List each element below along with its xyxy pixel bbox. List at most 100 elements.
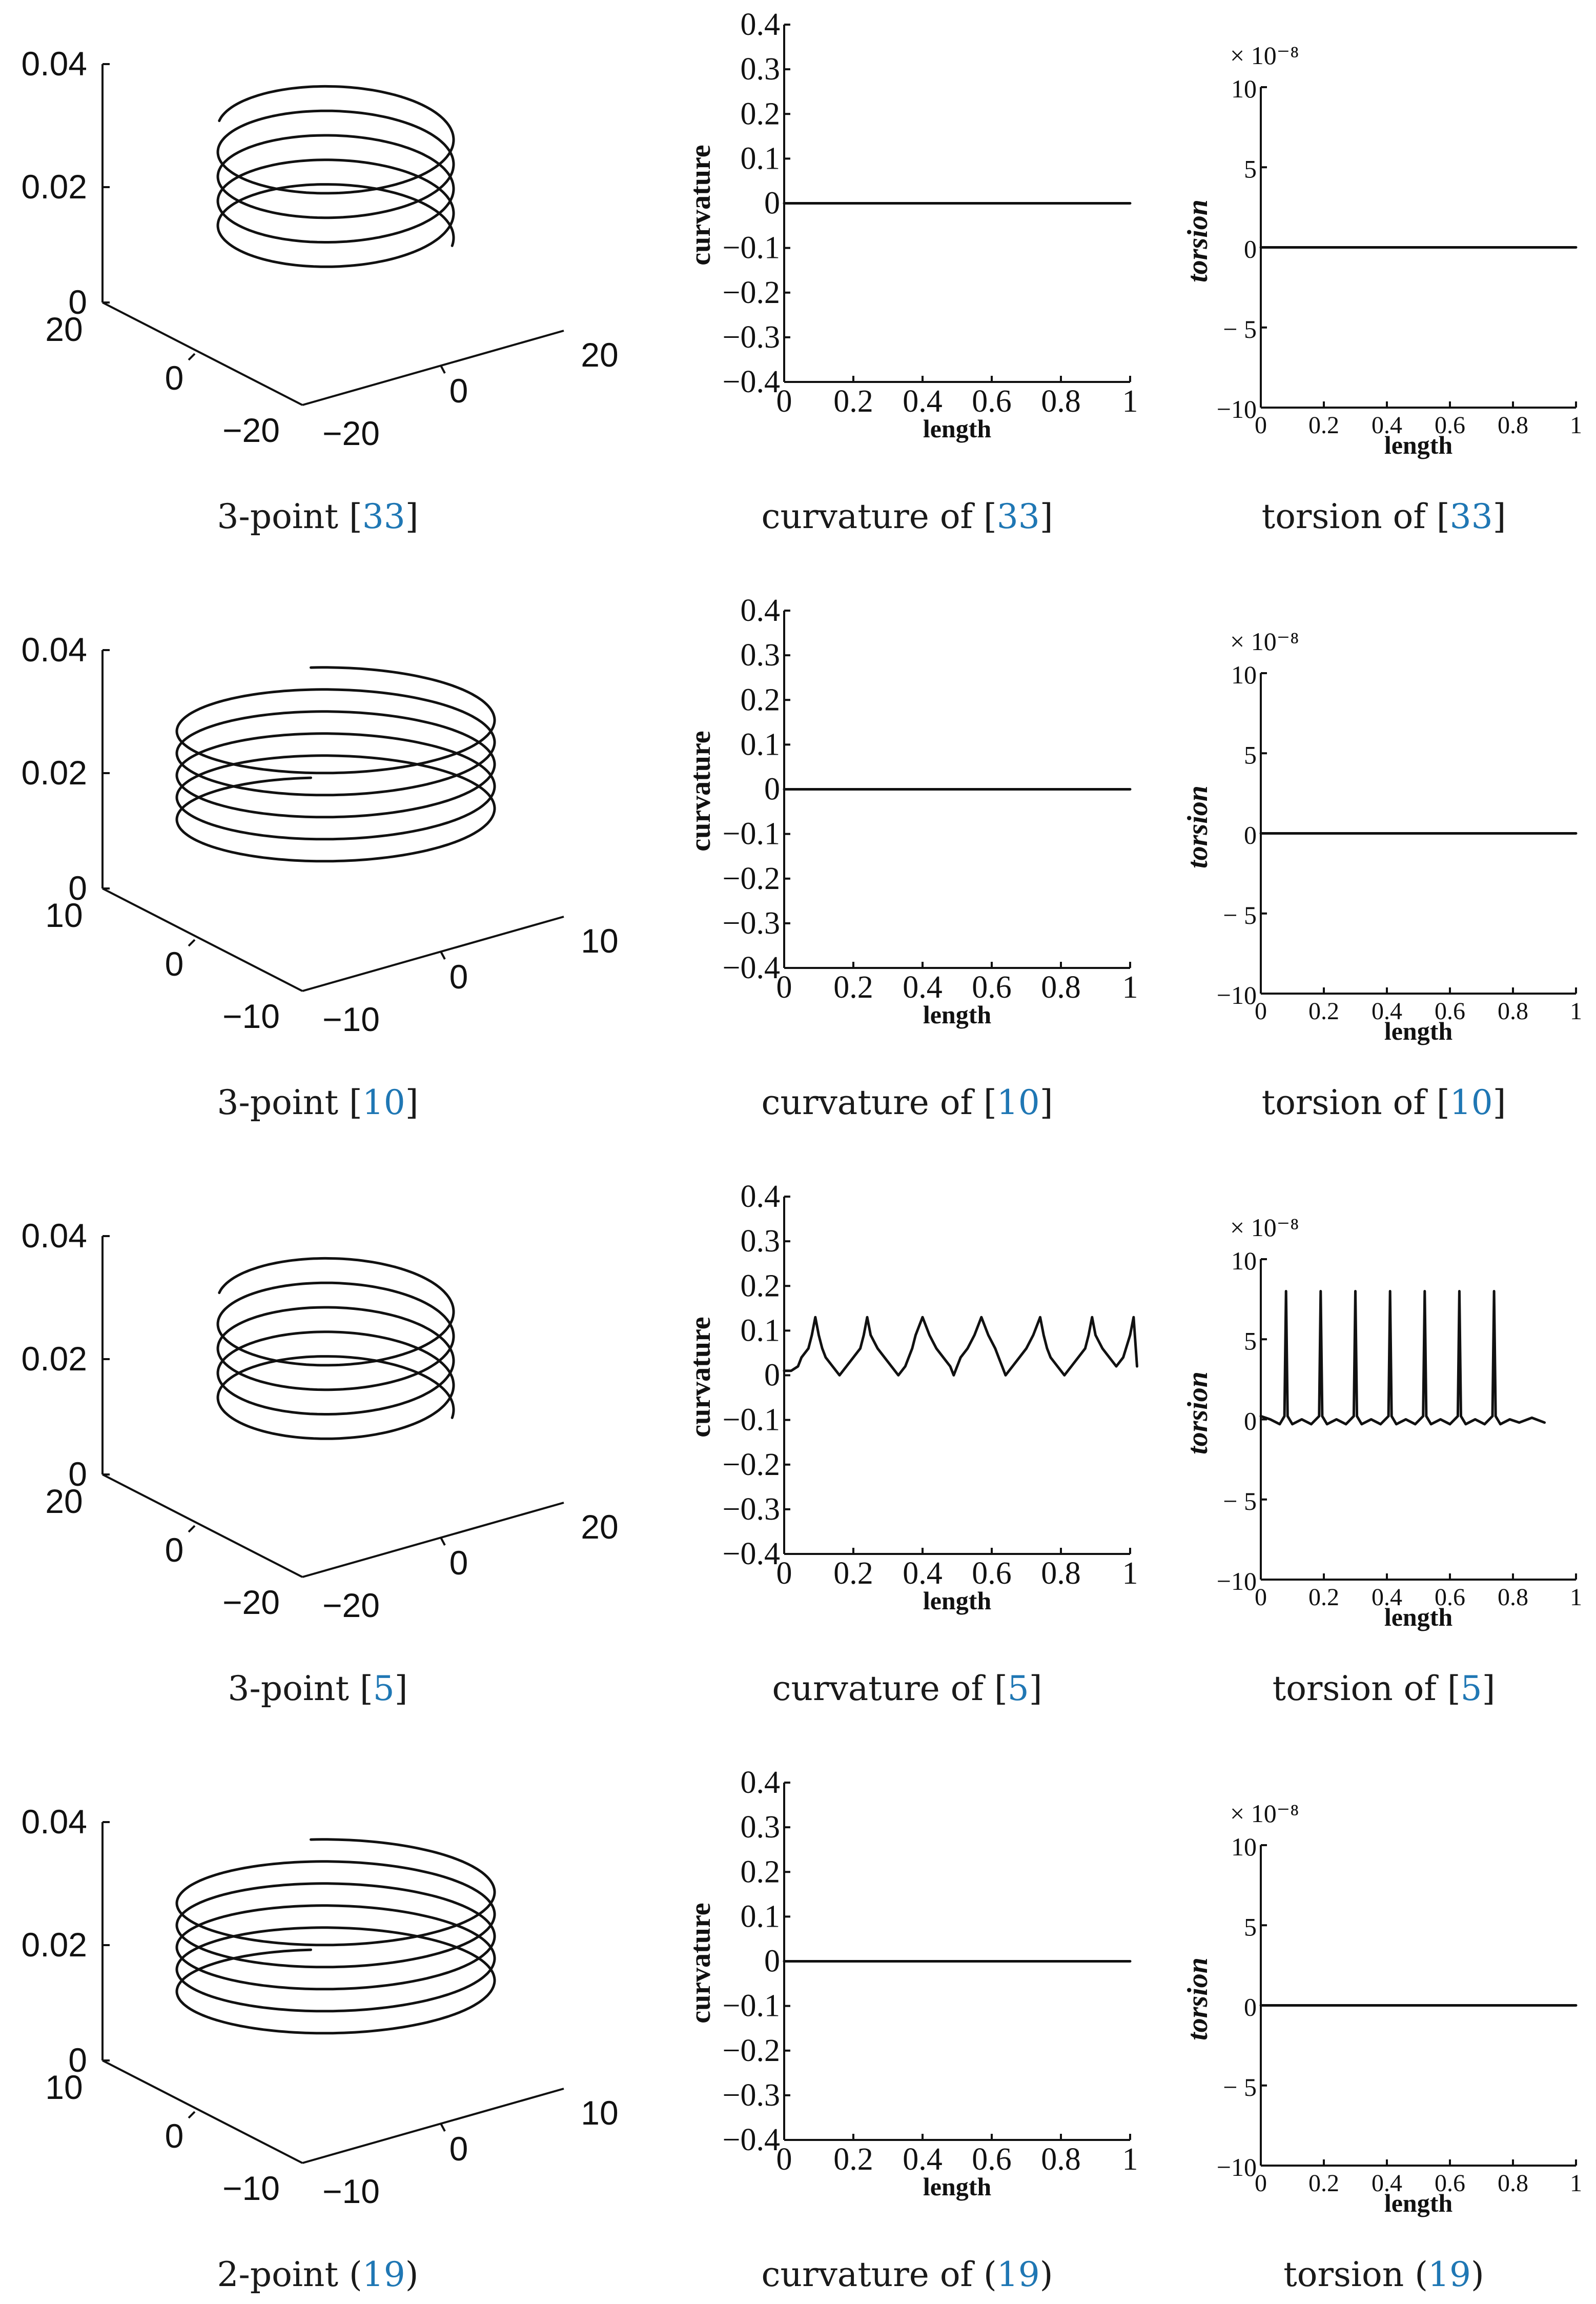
- x-tick: [188, 353, 196, 361]
- x-axis-label: length: [923, 1586, 992, 1615]
- y-tick-label: 0.4: [741, 7, 781, 42]
- y-tick-label: 0.2: [741, 96, 781, 131]
- y-tick-label: 20: [581, 1508, 618, 1546]
- caption-text-end: ]: [1493, 1083, 1506, 1122]
- y-tick-label: −0.2: [723, 861, 780, 896]
- x-tick-label: 0.2: [1308, 2170, 1339, 2197]
- y-tick-label: −0.1: [723, 231, 780, 266]
- helix-curve: [216, 85, 455, 268]
- caption-reference-link[interactable]: 33: [997, 497, 1040, 536]
- figure-caption: curvature of [5]: [772, 1669, 1042, 1708]
- x-tick: [188, 2111, 196, 2119]
- x-tick-label: 0.8: [1498, 2170, 1528, 2197]
- scale-multiplier: × 10⁻⁸: [1230, 1213, 1299, 1242]
- helix-curve: [175, 666, 496, 863]
- z-tick-label: 0.04: [22, 45, 87, 83]
- x-tick-label: 0.8: [1498, 412, 1528, 439]
- y-tick-label: 0: [1244, 1407, 1257, 1436]
- caption-reference-link[interactable]: 5: [1008, 1669, 1029, 1708]
- y-tick-label: −0.2: [723, 275, 780, 310]
- y-tick-label: 0.4: [741, 1179, 781, 1214]
- y-tick-label: 0: [449, 2130, 468, 2168]
- torsion-plot-2: −10 − 5 0 5 10 0 0.2 0.4 0.6 0.8 1 length torsion × 1…: [1182, 41, 1582, 536]
- y-axis-label: torsion: [1182, 785, 1214, 868]
- caption-text-end: ]: [405, 497, 419, 536]
- x-tick-label: 0.6: [1435, 1584, 1465, 1611]
- caption-reference-link[interactable]: 33: [362, 497, 405, 536]
- caption-reference-link[interactable]: 5: [1461, 1669, 1482, 1708]
- x-axis: [102, 301, 303, 406]
- caption-reference-link[interactable]: 19: [1428, 2255, 1471, 2294]
- y-axis: [302, 330, 564, 406]
- y-tick-label: 10: [581, 922, 618, 960]
- y-tick: [440, 951, 446, 960]
- x-tick-label: 0.4: [903, 1556, 943, 1591]
- x-tick-label: 0: [1255, 998, 1267, 1025]
- caption-text-end: ]: [1040, 1083, 1053, 1122]
- y-tick-label: 0.2: [741, 682, 781, 717]
- x-tick-label: 0: [776, 1556, 792, 1591]
- x-tick-label: −20: [222, 1583, 280, 1621]
- curvature-plot-10: −0.4 −0.3 −0.2 −0.1 0 0.1 0.2 0.3 0.4 0 0.2 0.4 0.6 0…: [685, 1765, 1138, 2294]
- caption-reference-link[interactable]: 10: [362, 1083, 405, 1122]
- helix-curve: [216, 1257, 455, 1440]
- y-tick-label: −20: [322, 1586, 380, 1624]
- series-line: [783, 1316, 1138, 1377]
- caption-text-end: ): [1040, 2255, 1053, 2294]
- z-tick-label: 0: [68, 283, 87, 321]
- x-axis-label: length: [1384, 1017, 1453, 1045]
- torsion-plot-5: −10 − 5 0 5 10 0 0.2 0.4 0.6 0.8 1 length torsion × 1…: [1182, 627, 1582, 1122]
- x-tick-label: 0.2: [1308, 998, 1339, 1025]
- scale-multiplier: × 10⁻⁸: [1230, 627, 1299, 656]
- y-tick-label: 5: [1244, 740, 1257, 769]
- x-tick-label: 0.4: [1372, 1584, 1402, 1611]
- x-tick-label: 0.4: [1372, 998, 1402, 1025]
- x-tick-label: 0: [1255, 2170, 1267, 2197]
- x-tick-label: 1: [1570, 998, 1582, 1025]
- x-tick-label: 0.4: [1372, 412, 1402, 439]
- x-axis-label: length: [1384, 2189, 1453, 2217]
- caption-reference-link[interactable]: 19: [997, 2255, 1040, 2294]
- x-tick-label: 0.4: [1372, 2170, 1402, 2197]
- x-tick-label: 0.6: [972, 384, 1012, 419]
- caption-text-end: ]: [1493, 497, 1506, 536]
- y-tick-label: −10: [1217, 1567, 1257, 1595]
- y-tick-label: 0.1: [741, 141, 781, 176]
- y-tick-label: − 5: [1223, 2073, 1257, 2101]
- y-tick-label: 0.4: [741, 1765, 781, 1800]
- x-tick-label: 0.6: [1435, 2170, 1465, 2197]
- y-tick-label: −0.2: [723, 1447, 780, 1482]
- x-tick-label: 0.6: [972, 1556, 1012, 1591]
- figure-caption: 2-point (19): [217, 2255, 419, 2294]
- y-tick-label: 10: [1231, 1246, 1257, 1275]
- caption-text: 3-point [: [217, 497, 362, 536]
- caption-reference-link[interactable]: 33: [1450, 497, 1493, 536]
- x-tick-label: 0: [165, 2117, 184, 2155]
- caption-text: curvature of [: [762, 497, 997, 536]
- caption-reference-link[interactable]: 10: [997, 1083, 1040, 1122]
- x-tick-label: 0.6: [1435, 412, 1465, 439]
- caption-text: 3-point [: [228, 1669, 373, 1708]
- x-tick-label: 0.2: [1308, 1584, 1339, 1611]
- caption-text: 2-point (: [217, 2255, 362, 2294]
- y-tick-label: 0.1: [741, 727, 781, 762]
- x-tick-label: 0.2: [833, 1556, 873, 1591]
- y-tick-label: 0.3: [741, 1224, 781, 1259]
- x-tick-label: 1: [1570, 412, 1582, 439]
- x-axis-label: length: [1384, 431, 1453, 459]
- y-tick-label: 20: [581, 336, 618, 374]
- y-tick-label: 10: [581, 2094, 618, 2132]
- caption-reference-link[interactable]: 19: [362, 2255, 405, 2294]
- curvature-plot-7: −0.4 −0.3 −0.2 −0.1 0 0.1 0.2 0.3 0.4 0 0.2 0.4 0.6 0…: [685, 1179, 1138, 1708]
- x-tick-label: 0.8: [1041, 970, 1081, 1005]
- x-tick-label: 0.6: [1435, 998, 1465, 1025]
- y-tick-label: 0.4: [741, 593, 781, 628]
- caption-reference-link[interactable]: 5: [373, 1669, 395, 1708]
- caption-text: torsion of [: [1262, 497, 1450, 536]
- x-tick-label: 0.4: [903, 384, 943, 419]
- y-tick-label: −0.2: [723, 2033, 780, 2068]
- x-tick-label: 1: [1570, 1584, 1582, 1611]
- x-tick-label: 1: [1122, 970, 1138, 1005]
- caption-reference-link[interactable]: 10: [1450, 1083, 1493, 1122]
